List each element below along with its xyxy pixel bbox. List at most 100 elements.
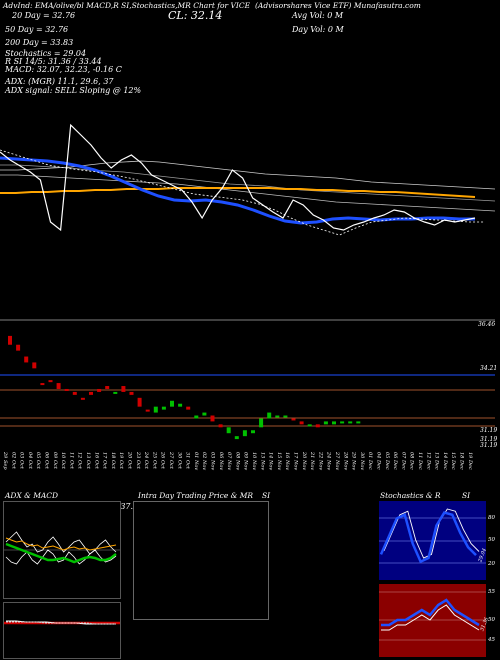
date-tick-label: 08 Nov bbox=[234, 452, 240, 470]
candle bbox=[275, 415, 280, 418]
date-tick-label: 10 Nov bbox=[251, 452, 257, 470]
candle bbox=[178, 403, 183, 407]
dotted-line bbox=[0, 149, 485, 236]
candle bbox=[186, 406, 191, 410]
candle bbox=[218, 424, 223, 428]
stoch-label: Stochastics = 29.04 bbox=[5, 49, 87, 58]
rsi-axis-50: 50 bbox=[488, 617, 495, 623]
candle bbox=[323, 421, 328, 425]
ema-line-blue bbox=[0, 156, 475, 225]
price-axis-top: 34.21 bbox=[480, 365, 498, 372]
date-tick-label: 30 Oct bbox=[176, 452, 182, 470]
date-tick-label: 12 Oct bbox=[77, 452, 83, 470]
date-tick-label: 17 Oct bbox=[102, 452, 108, 470]
candle bbox=[129, 391, 134, 395]
adx-panel bbox=[3, 501, 121, 599]
date-tick-label: 24 Nov bbox=[326, 451, 332, 470]
stoch-axis-20: 20 bbox=[488, 561, 495, 567]
date-tick-label: 11 Oct bbox=[68, 452, 74, 470]
candle bbox=[97, 388, 102, 392]
date-tick-label: 13 Nov bbox=[259, 452, 265, 470]
date-tick-label: 16 Oct bbox=[93, 452, 99, 470]
candle bbox=[315, 424, 320, 428]
candle bbox=[32, 362, 37, 369]
date-tick-label: 06 Nov bbox=[218, 452, 224, 470]
date-tick-label: 14 Nov bbox=[268, 452, 274, 470]
date-tick-label: 28 Nov bbox=[342, 451, 348, 470]
stoch-si-label: SI bbox=[462, 491, 471, 500]
date-tick-label: 13 Dec bbox=[434, 452, 440, 470]
macd-label: MACD: 32.07, 32.23, -0.16 C bbox=[5, 65, 122, 74]
date-tick-label: 03 Nov bbox=[210, 452, 216, 470]
candle bbox=[202, 412, 207, 416]
ma200-label: 200 Day = 33.83 bbox=[5, 38, 74, 47]
candle bbox=[145, 409, 150, 412]
intraday-panel bbox=[133, 501, 269, 620]
date-tick-label: 27 Nov bbox=[334, 451, 340, 470]
stochastics-panel bbox=[379, 501, 486, 580]
date-tick-label: 01 Nov bbox=[193, 452, 199, 470]
adx-panel-title: ADX & MACD bbox=[5, 491, 59, 500]
date-tick-label: 12 Dec bbox=[425, 452, 431, 470]
candle bbox=[299, 421, 304, 425]
date-tick-label: 07 Dec bbox=[400, 452, 406, 470]
candle bbox=[113, 391, 118, 394]
ma50-label: 50 Day = 32.76 bbox=[5, 25, 69, 34]
close-price-label: CL: 32.14 bbox=[168, 9, 223, 22]
candle bbox=[251, 430, 255, 434]
candle bbox=[283, 415, 288, 418]
date-tick-label: 06 Dec bbox=[392, 452, 398, 470]
date-tick-label: 29 Sep bbox=[2, 451, 8, 470]
rsi-blue-line bbox=[381, 598, 480, 627]
candle bbox=[89, 391, 93, 395]
date-tick-label: 31 Oct bbox=[185, 452, 191, 470]
adx-minus-line bbox=[5, 549, 117, 565]
date-tick-label: 17 Nov bbox=[293, 452, 299, 470]
adx-signal-label: ADX signal: SELL Sloping @ 12% bbox=[5, 86, 142, 95]
date-tick-label: 02 Oct bbox=[10, 452, 16, 470]
candle bbox=[80, 397, 85, 400]
intraday-si-label: SI bbox=[262, 491, 271, 500]
adx-plus-line bbox=[5, 531, 117, 555]
date-tick-label: 20 Nov bbox=[301, 451, 307, 470]
candle bbox=[56, 383, 61, 389]
date-tick-label: 18 Oct bbox=[110, 452, 116, 470]
candle bbox=[72, 391, 77, 395]
date-tick-label: 01 Dec bbox=[367, 452, 373, 470]
date-tick-label: 29 Nov bbox=[351, 451, 357, 470]
date-tick-label: 24 Oct bbox=[143, 451, 149, 470]
candle bbox=[153, 406, 158, 413]
adx-orange-line bbox=[5, 537, 117, 551]
macd-signal bbox=[6, 621, 116, 625]
stoch-panel-title: Stochastics & R bbox=[380, 491, 441, 500]
date-tick-label: 09 Nov bbox=[243, 452, 249, 470]
date-tick-label: 26 Oct bbox=[160, 451, 166, 470]
day-vol-label: Day Vol: 0 M bbox=[292, 25, 344, 34]
adx-label: ADX: (MGR) 11.1, 29.6, 37 bbox=[5, 77, 114, 86]
date-tick-label: 10 Oct bbox=[60, 452, 66, 470]
candle bbox=[64, 388, 69, 391]
date-tick-label: 09 Oct bbox=[52, 452, 58, 470]
rsi-axis-55: 55 bbox=[488, 589, 495, 595]
intraday-panel-title: Intra Day Trading Price & MR bbox=[138, 491, 254, 500]
ema-line-grey-3 bbox=[0, 174, 496, 212]
date-tick-label: 19 Dec bbox=[467, 452, 473, 470]
date-tick-label: 30 Nov bbox=[359, 452, 365, 470]
main-chart: 29 Sep 02 Oct 03 Oct 04 Oct 05 Oct 06 Oct 09 O… bbox=[0, 123, 496, 470]
macd-panel bbox=[3, 602, 121, 659]
candle bbox=[291, 418, 296, 421]
candle bbox=[105, 386, 110, 389]
date-tick-label: 25 Oct bbox=[151, 451, 157, 470]
candle bbox=[348, 421, 353, 424]
stoch-d-line bbox=[383, 508, 480, 559]
candle bbox=[356, 421, 361, 424]
candle bbox=[194, 415, 199, 419]
date-tick-label: 21 Nov bbox=[309, 451, 315, 470]
price-axis-low1: 31.19 bbox=[480, 436, 498, 443]
date-tick-label: 11 Dec bbox=[417, 452, 423, 470]
price-axis-corner: 36.46 bbox=[478, 321, 496, 328]
candle bbox=[307, 424, 312, 427]
date-tick-label: 15 Dec bbox=[450, 452, 456, 470]
stoch-axis-50: 50 bbox=[488, 537, 495, 543]
candle bbox=[226, 427, 231, 434]
